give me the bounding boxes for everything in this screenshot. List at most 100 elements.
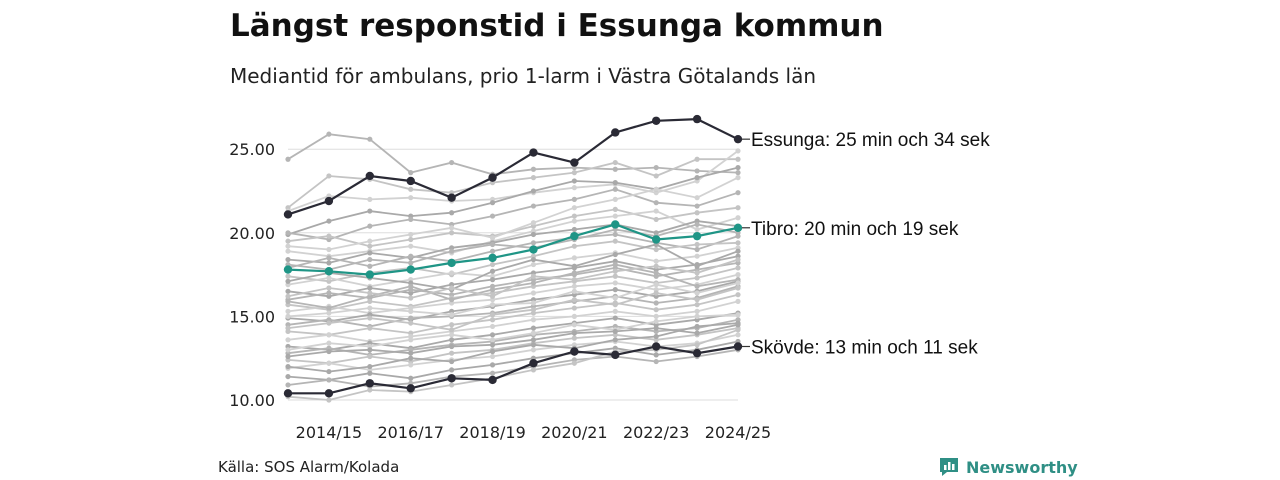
highlight-point — [651, 116, 661, 125]
data-point — [653, 164, 659, 171]
data-point — [367, 285, 373, 291]
data-point — [653, 358, 659, 365]
data-point — [408, 320, 414, 326]
data-point — [612, 251, 618, 258]
data-point — [489, 277, 496, 283]
data-point — [571, 243, 577, 249]
data-point — [694, 290, 700, 296]
data-point — [735, 272, 741, 278]
series-line-path — [287, 323, 739, 358]
data-point — [653, 186, 659, 192]
y-tick-label: 20.00 — [229, 224, 275, 243]
data-point — [489, 337, 496, 343]
data-point — [285, 256, 291, 263]
data-point — [449, 327, 455, 333]
data-point — [326, 218, 332, 224]
highlight-point — [611, 220, 620, 229]
series-line-path — [287, 322, 739, 373]
data-point — [285, 347, 291, 353]
data-point — [285, 156, 291, 162]
data-point — [489, 261, 496, 268]
data-point — [449, 322, 455, 328]
data-point — [367, 305, 373, 311]
data-point — [735, 292, 741, 298]
series-line-path — [287, 243, 739, 291]
data-point — [612, 206, 618, 212]
data-point — [694, 246, 700, 253]
data-point — [612, 295, 618, 301]
data-point — [530, 347, 537, 353]
data-point — [489, 302, 496, 308]
highlight-point — [529, 245, 538, 254]
series-line-path — [287, 300, 739, 343]
data-point — [285, 337, 291, 343]
data-point — [367, 250, 373, 256]
data-point — [326, 332, 332, 338]
data-point — [653, 270, 659, 276]
data-point — [449, 248, 455, 254]
data-point — [285, 363, 291, 370]
data-point — [694, 270, 700, 276]
data-point — [449, 367, 455, 373]
x-tick-label: 2024/25 — [705, 423, 771, 442]
data-point — [367, 238, 373, 244]
data-point — [571, 322, 577, 328]
data-point — [735, 215, 741, 221]
data-point — [449, 230, 455, 236]
data-point — [367, 315, 373, 321]
data-point — [408, 186, 414, 192]
chart-title: Längst responstid i Essunga kommun — [230, 8, 884, 44]
series-line-path — [287, 220, 739, 264]
data-point — [285, 373, 291, 380]
data-point — [571, 213, 577, 219]
data-point — [653, 318, 659, 325]
data-point — [489, 200, 496, 206]
data-point — [489, 268, 496, 274]
data-point — [735, 332, 741, 338]
highlight-series-skovde: Skövde: 13 min och 11 sek — [283, 337, 978, 398]
series-annotation: Skövde: 13 min och 11 sek — [751, 337, 978, 358]
series-line-path — [287, 206, 739, 248]
data-point — [694, 330, 700, 336]
data-point — [612, 308, 618, 314]
highlight-point — [570, 158, 579, 167]
series-line-path — [287, 166, 739, 236]
brand[interactable]: Newsworthy — [938, 456, 1078, 478]
data-point — [408, 170, 414, 176]
data-point — [367, 223, 373, 229]
data-point — [326, 285, 332, 291]
newsworthy-logo-icon — [940, 458, 958, 476]
data-point — [408, 308, 414, 314]
data-point — [408, 283, 414, 289]
data-point — [367, 325, 373, 331]
highlight-line — [287, 223, 739, 276]
data-point — [612, 280, 618, 286]
data-point — [449, 270, 455, 276]
series-line-path — [287, 133, 739, 176]
series-line — [285, 175, 741, 253]
highlight-point — [324, 389, 334, 398]
data-point — [285, 238, 291, 244]
data-point — [571, 297, 577, 303]
data-point — [449, 382, 455, 388]
y-axis: 10.00 15.00 20.00 25.00 — [229, 140, 275, 410]
data-point — [653, 352, 659, 358]
highlight-point — [324, 196, 334, 206]
highlight-point — [733, 223, 743, 232]
highlight-point — [570, 347, 579, 356]
data-point — [694, 275, 700, 281]
highlight-point — [365, 270, 375, 279]
data-point — [285, 248, 291, 254]
series-line-path — [287, 210, 739, 258]
series-line-path — [287, 313, 739, 351]
data-point — [612, 238, 618, 244]
data-point — [449, 337, 455, 343]
data-point — [285, 288, 291, 294]
data-point — [653, 258, 659, 264]
data-point — [530, 325, 537, 331]
data-point — [408, 362, 414, 368]
x-tick-label: 2022/23 — [623, 423, 689, 442]
data-point — [408, 315, 414, 321]
data-point — [735, 205, 741, 211]
highlight-point — [488, 173, 497, 182]
